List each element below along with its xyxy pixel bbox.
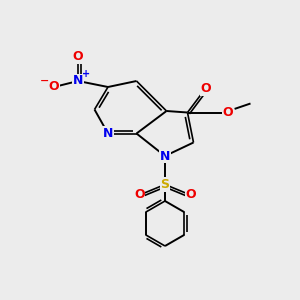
Text: N: N <box>73 74 83 88</box>
Text: O: O <box>185 188 196 202</box>
Text: O: O <box>49 80 59 94</box>
Text: O: O <box>200 82 211 95</box>
Text: S: S <box>160 178 169 191</box>
Text: O: O <box>134 188 145 202</box>
Text: N: N <box>103 127 113 140</box>
Text: −: − <box>40 76 49 86</box>
Text: N: N <box>160 149 170 163</box>
Text: O: O <box>73 50 83 64</box>
Text: O: O <box>223 106 233 119</box>
Text: +: + <box>82 69 90 80</box>
